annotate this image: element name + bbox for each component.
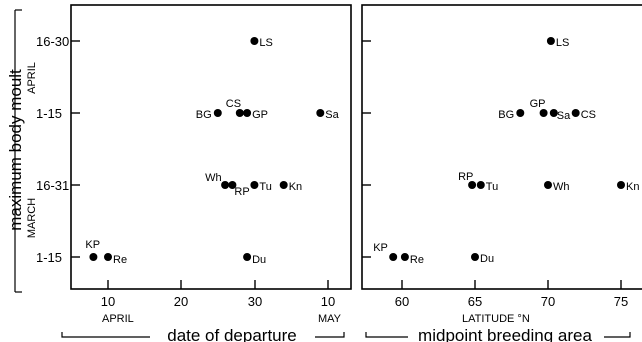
left-panel-frame [70, 4, 352, 290]
x-tick-label-30: 30 [248, 294, 262, 309]
right-caption-bracket [365, 332, 631, 338]
y-tick-label-16-30: 16-30 [36, 34, 69, 49]
point-label-re: Re [410, 254, 424, 266]
point-label-wh: Wh [205, 172, 222, 184]
x-tick-label-10-may: 10 [321, 294, 335, 309]
data-point-ls [546, 37, 555, 45]
data-point-kn [279, 181, 288, 189]
data-point-ls [250, 37, 259, 45]
point-label-kn: Kn [626, 181, 639, 193]
left-panel-ticks [71, 40, 329, 289]
data-point-du [471, 253, 479, 261]
data-point-re [104, 253, 112, 261]
data-point-wh [544, 181, 552, 189]
point-label-ls: LS [556, 37, 569, 49]
left-panel-points: KP Re Du Wh RP Tu Kn BG CS GP Sa LS [85, 37, 340, 266]
x-axis-title-departure: date of departure [167, 326, 296, 342]
point-label-du: Du [252, 254, 266, 266]
y-tick-label-1-15-march: 1-15 [36, 250, 62, 265]
point-label-sa: Sa [557, 110, 571, 122]
right-panel-ticks [362, 40, 622, 289]
point-label-kn: Kn [289, 181, 302, 193]
data-point-cs [571, 109, 580, 117]
y-tick-label-1-15-april: 1-15 [36, 106, 62, 121]
point-label-kp: KP [85, 239, 100, 251]
x-month-label-may: MAY [318, 313, 342, 325]
x-tick-label-70: 70 [541, 294, 555, 309]
data-point-gp [243, 109, 252, 117]
data-point-tu [250, 181, 259, 189]
point-label-tu: Tu [486, 181, 498, 193]
data-point-gp [539, 109, 548, 117]
data-point-bg [516, 109, 525, 117]
point-label-cs: CS [226, 98, 241, 110]
point-label-gp: GP [252, 109, 268, 121]
x-axis-title-latitude: LATITUDE °N [462, 313, 530, 325]
right-panel-frame [361, 4, 642, 290]
left-caption-bracket [61, 332, 345, 338]
point-label-wh: Wh [553, 181, 570, 193]
point-label-gp: GP [530, 98, 546, 110]
data-point-rp [228, 181, 237, 189]
x-axis-title-breeding: midpoint breeding area [418, 326, 592, 342]
y-tick-label-16-31: 16-31 [36, 178, 69, 193]
data-point-cs [235, 109, 244, 117]
data-point-tu [476, 181, 485, 189]
point-label-bg: BG [196, 109, 212, 121]
data-point-wh [221, 181, 230, 189]
point-label-kp: KP [373, 242, 388, 254]
y-month-label-april: APRIL [26, 62, 38, 94]
point-label-rp: RP [234, 186, 249, 198]
data-point-sa [549, 109, 558, 117]
x-tick-label-60: 60 [395, 294, 409, 309]
data-point-sa [316, 109, 325, 117]
right-panel-points: KP Re Du RP Tu Wh Kn BG GP Sa CS LS [373, 37, 639, 266]
data-point-bg [213, 109, 222, 117]
y-month-label-march: MARCH [26, 198, 38, 238]
data-point-kp [389, 253, 398, 261]
point-label-cs: CS [581, 109, 596, 121]
point-label-ls: LS [259, 37, 272, 49]
data-point-kn [617, 181, 625, 189]
data-point-du [243, 253, 252, 261]
x-tick-label-10-april: 10 [101, 294, 115, 309]
data-point-rp [468, 181, 477, 189]
point-label-bg: BG [498, 109, 514, 121]
x-tick-label-65: 65 [468, 294, 482, 309]
x-tick-label-20: 20 [174, 294, 188, 309]
x-tick-label-75: 75 [614, 294, 628, 309]
point-label-du: Du [480, 253, 494, 265]
point-label-re: Re [113, 254, 127, 266]
data-point-kp [89, 253, 98, 261]
x-month-label-april: APRIL [102, 313, 134, 325]
point-label-rp: RP [458, 171, 473, 183]
data-point-re [400, 253, 409, 261]
point-label-sa: Sa [325, 109, 339, 121]
point-label-tu: Tu [259, 181, 271, 193]
